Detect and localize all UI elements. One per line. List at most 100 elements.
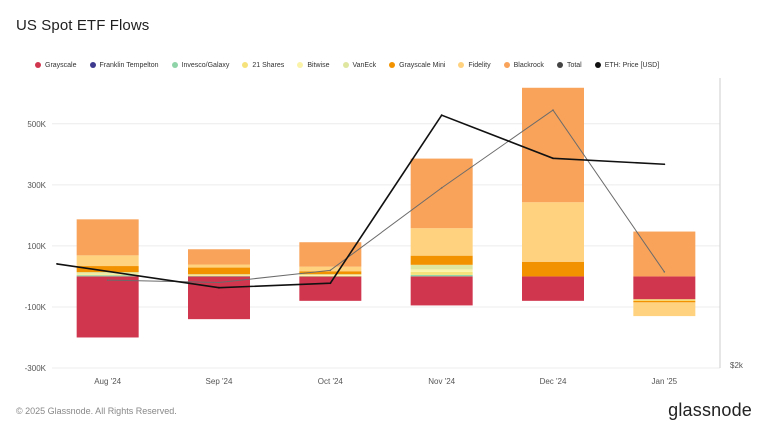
total-point: [329, 269, 332, 272]
legend-swatch: [503, 62, 510, 68]
legend-item-eth-price-usd-[interactable]: ETH: Price [USD]: [594, 61, 660, 69]
eth-price-point: [56, 262, 58, 265]
legend-swatch: [389, 62, 396, 68]
copyright-footer: © 2025 Glassnode. All Rights Reserved.: [16, 406, 177, 416]
bar-segment-blackrock: [633, 231, 696, 277]
bar-segment-grayscale: [299, 276, 362, 301]
bar-segment-grayscale: [522, 276, 584, 301]
bar-segment-fidelity: [410, 228, 473, 256]
bar-segment-vaneck: [410, 264, 473, 270]
eth-price-point: [663, 163, 666, 166]
legend-swatch: [242, 62, 249, 68]
bar-segment-blackrock: [522, 87, 584, 203]
y-tick-label: 100K: [27, 242, 46, 251]
bar-segment-grayscale: [633, 276, 696, 300]
legend-swatch: [458, 62, 465, 68]
y-tick-label: 500K: [27, 120, 46, 129]
bar-segment-vaneck: [188, 274, 250, 275]
bar-segment-vaneck: [299, 274, 362, 275]
bar-segment-fidelity: [522, 202, 584, 262]
eth-price-line: [56, 114, 665, 289]
legend-item-franklin-tempelton[interactable]: Franklin Tempelton: [89, 61, 159, 69]
legend-label: Bitwise: [307, 61, 330, 69]
legend-item-blackrock[interactable]: Blackrock: [503, 61, 544, 69]
legend-item-grayscale[interactable]: Grayscale: [35, 62, 77, 69]
legend-label: Fidelity: [468, 61, 491, 69]
glassnode-logo: glassnode: [668, 400, 752, 420]
bar-segment-invesco-galaxy: [299, 276, 362, 277]
bar-segment-fidelity: [188, 264, 250, 268]
bar-segment-grayscale: [76, 276, 139, 338]
legend-label: VanEck: [352, 61, 377, 69]
bar-segment-blackrock: [188, 249, 250, 265]
bar-segment-fidelity: [76, 255, 139, 267]
legend-item-21-shares[interactable]: 21 Shares: [242, 62, 284, 69]
total-line: [107, 109, 665, 284]
legend-label: ETH: Price [USD]: [604, 61, 660, 69]
bar-segment-grayscale-mini: [299, 271, 362, 275]
bar-segment-invesco-galaxy: [410, 274, 473, 277]
legend-item-grayscale-mini[interactable]: Grayscale Mini: [389, 62, 445, 69]
legend-label: Blackrock: [513, 61, 544, 69]
x-tick-label: Sep '24: [206, 377, 233, 386]
legend-label: Invesco/Galaxy: [181, 61, 230, 69]
eth-price-point: [552, 157, 554, 160]
legend-item-bitwise[interactable]: Bitwise: [297, 61, 330, 69]
bar-segment-21-shares: [188, 275, 250, 277]
bar-segment-21-shares: [633, 299, 696, 301]
legend-swatch: [297, 62, 304, 68]
bar-segment-bitwise: [76, 273, 139, 275]
legend-label: Grayscale: [45, 61, 77, 69]
bar-segment-bitwise: [410, 269, 473, 272]
bar-segment-blackrock: [76, 219, 139, 256]
x-tick-label: Oct '24: [318, 377, 344, 386]
bar-segment-bitwise: [188, 274, 250, 276]
y-tick-label: -300K: [25, 364, 47, 373]
legend-label: Franklin Tempelton: [99, 61, 159, 69]
legend-swatch: [35, 62, 41, 68]
bar-segment-blackrock: [410, 158, 473, 229]
y-tick-label: -100K: [25, 303, 47, 312]
total-point: [106, 279, 109, 281]
legend-label: 21 Shares: [252, 61, 285, 69]
bar-segment-21-shares: [410, 271, 473, 275]
legend-item-fidelity[interactable]: Fidelity: [458, 61, 491, 69]
total-point: [440, 187, 443, 189]
x-tick-label: Nov '24: [428, 377, 455, 386]
total-point: [218, 281, 220, 284]
legend-swatch: [171, 62, 178, 68]
bar-segment-21-shares: [299, 275, 362, 277]
bar-segment-grayscale-mini: [410, 255, 473, 265]
bar-segment-grayscale-mini: [76, 266, 139, 273]
bar-segment-grayscale-mini: [188, 267, 250, 275]
bar-segment-grayscale-mini: [633, 300, 696, 303]
legend-label: Total: [566, 61, 582, 69]
x-tick-label: Aug '24: [94, 377, 121, 386]
bar-segment-invesco-galaxy: [188, 275, 250, 277]
eth-price-point: [218, 286, 220, 289]
legend-item-invesco-galaxy[interactable]: Invesco/Galaxy: [171, 61, 230, 69]
legend-swatch: [89, 62, 96, 68]
chart-legend: Grayscale Franklin Tempelton Invesco/Galax…: [35, 59, 735, 71]
eth-price-point: [440, 114, 443, 117]
bar-segment-grayscale: [188, 276, 250, 320]
bar-segment-grayscale-mini: [522, 261, 584, 277]
bar-segment-bitwise: [299, 274, 362, 276]
chart-title: US Spot ETF Flows: [16, 17, 150, 34]
total-point: [663, 271, 666, 273]
bar-segment-fidelity: [299, 266, 362, 272]
bar-segment-fidelity: [633, 302, 696, 317]
legend-item-total[interactable]: Total: [556, 61, 582, 69]
bar-segment-invesco-galaxy: [76, 275, 139, 277]
legend-swatch: [556, 62, 563, 68]
x-tick-label: Jan '25: [652, 377, 678, 386]
legend-item-vaneck[interactable]: VanEck: [342, 61, 377, 69]
legend-swatch: [342, 62, 349, 68]
total-point: [552, 109, 554, 111]
x-tick-label: Dec '24: [540, 377, 567, 386]
legend-label: Grayscale Mini: [399, 61, 446, 69]
bar-segment-21-shares: [76, 274, 139, 276]
bar-segment-grayscale: [410, 276, 473, 306]
bar-segment-vaneck: [76, 272, 139, 274]
